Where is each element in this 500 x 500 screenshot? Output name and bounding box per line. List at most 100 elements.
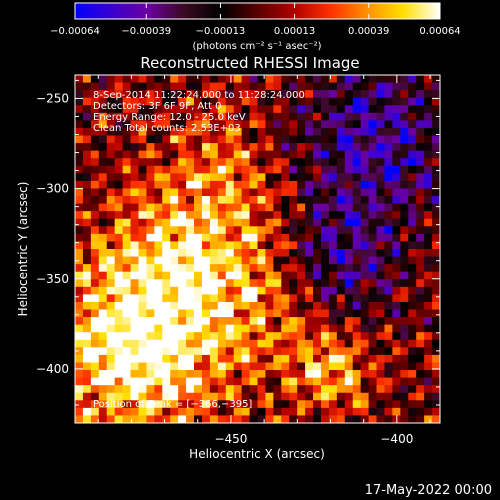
heatmap-cell — [416, 188, 425, 197]
heatmap-cell — [360, 135, 370, 144]
heatmap-cell — [130, 233, 140, 243]
heatmap-cell — [328, 286, 338, 295]
heatmap-cell — [154, 392, 163, 401]
heatmap-cell — [233, 226, 243, 235]
heatmap-cell — [106, 180, 116, 190]
heatmap-cell — [416, 347, 425, 356]
heatmap-cell — [408, 127, 417, 137]
heatmap-cell — [114, 203, 124, 212]
heatmap-cell — [328, 218, 338, 227]
heatmap-cell — [408, 377, 417, 386]
heatmap-cell — [225, 400, 235, 409]
heatmap-cell — [352, 249, 362, 258]
heatmap-cell — [194, 112, 203, 121]
heatmap-cell — [416, 196, 425, 205]
heatmap-cell — [154, 279, 163, 288]
heatmap-cell — [336, 218, 346, 227]
heatmap-cell — [328, 317, 338, 326]
heatmap-cell — [170, 211, 179, 220]
heatmap-cell — [408, 241, 417, 250]
heatmap-cell — [400, 249, 409, 258]
heatmap-cell — [178, 309, 187, 318]
heatmap-cell — [130, 354, 140, 364]
heatmap-cell — [154, 347, 163, 356]
heatmap-cell — [289, 279, 298, 288]
heatmap-cell — [225, 324, 235, 333]
heatmap-cell — [336, 317, 346, 326]
heatmap-cell — [98, 347, 108, 356]
heatmap-cell — [352, 294, 362, 303]
heatmap-cell — [249, 143, 259, 152]
heatmap-cell — [368, 362, 378, 371]
heatmap-cell — [297, 400, 306, 409]
heatmap-cell — [201, 324, 211, 333]
heatmap-cell — [122, 339, 132, 348]
heatmap-cell — [416, 415, 425, 423]
heatmap-cell — [130, 339, 140, 348]
heatmap-cell — [122, 196, 132, 205]
heatmap-cell — [75, 332, 84, 341]
heatmap-cell — [257, 407, 267, 417]
heatmap-cell — [313, 301, 322, 311]
heatmap-cell — [194, 385, 203, 394]
heatmap-cell — [201, 233, 211, 243]
heatmap-cell — [281, 362, 290, 371]
heatmap-cell — [233, 415, 243, 423]
heatmap-cell — [281, 82, 290, 91]
heatmap-cell — [162, 400, 171, 409]
heatmap-cell — [75, 211, 84, 220]
heatmap-cell — [106, 120, 116, 129]
heatmap-cell — [186, 143, 195, 152]
heatmap-cell — [154, 362, 163, 371]
heatmap-cell — [265, 286, 274, 295]
heatmap-cell — [122, 377, 132, 386]
heatmap-cell — [360, 226, 370, 235]
heatmap-cell — [138, 158, 148, 167]
heatmap-cell — [376, 143, 386, 152]
heatmap-cell — [138, 385, 148, 394]
annotation-time-range: 8-Sep-2014 11:22:24.000 to 11:28:24.000 — [93, 90, 305, 101]
heatmap-cell — [249, 158, 259, 167]
heatmap-cell — [106, 317, 116, 326]
heatmap-cell — [297, 90, 306, 99]
heatmap-cell — [408, 233, 417, 243]
heatmap-cell — [368, 180, 378, 190]
heatmap-cell — [201, 264, 211, 273]
heatmap-cell — [201, 377, 211, 386]
heatmap-cell — [201, 249, 211, 258]
heatmap-cell — [265, 309, 274, 318]
heatmap-cell — [392, 105, 401, 114]
heatmap-cell — [122, 264, 132, 273]
heatmap-cell — [368, 203, 378, 212]
heatmap-cell — [186, 165, 195, 174]
heatmap-cell — [424, 196, 433, 205]
heatmap-cell — [400, 400, 409, 409]
heatmap-cell — [352, 415, 362, 423]
heatmap-cell — [130, 90, 140, 99]
heatmap-cell — [170, 173, 179, 182]
heatmap-cell — [424, 377, 433, 386]
heatmap-cell — [106, 150, 116, 159]
heatmap-cell — [98, 203, 108, 212]
colorbar-tick-label: −0.00039 — [121, 26, 171, 37]
heatmap-cell — [122, 203, 132, 212]
heatmap-cell — [225, 135, 235, 144]
heatmap-cell — [352, 362, 362, 371]
heatmap-cell — [273, 271, 282, 280]
heatmap-cell — [400, 324, 409, 333]
heatmap-cell — [82, 97, 92, 106]
heatmap-cell — [249, 407, 259, 417]
heatmap-cell — [384, 377, 393, 386]
heatmap-cell — [82, 143, 92, 152]
heatmap-cell — [90, 256, 100, 265]
heatmap-cell — [336, 120, 346, 129]
heatmap-cell — [320, 112, 330, 121]
heatmap-cell — [344, 158, 354, 167]
heatmap-cell — [368, 241, 378, 250]
heatmap-cell — [416, 180, 425, 190]
heatmap-cell — [376, 120, 386, 129]
heatmap-cell — [344, 218, 354, 227]
heatmap-cell — [408, 135, 417, 144]
heatmap-cell — [313, 75, 322, 84]
heatmap-cell — [289, 286, 298, 295]
